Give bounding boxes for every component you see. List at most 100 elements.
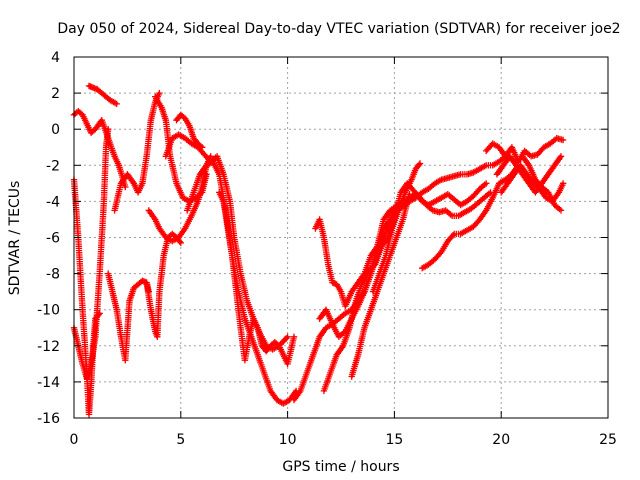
data-point — [245, 299, 249, 302]
data-point — [188, 124, 191, 127]
data-point — [504, 178, 507, 181]
data-point — [194, 196, 197, 199]
data-point — [96, 88, 99, 91]
data-point — [324, 308, 328, 311]
data-point — [149, 118, 153, 122]
series-track-i — [162, 131, 291, 353]
data-point — [549, 142, 552, 145]
data-point — [87, 84, 91, 88]
data-point — [382, 218, 385, 221]
data-point — [119, 335, 123, 338]
x-tick-label: 0 — [70, 432, 79, 448]
data-point — [431, 209, 435, 212]
data-point — [331, 322, 334, 326]
data-point — [175, 182, 178, 185]
data-point — [222, 200, 225, 203]
data-point — [497, 146, 501, 149]
data-point — [457, 214, 460, 218]
data-point — [113, 209, 116, 212]
data-point — [369, 254, 373, 257]
data-point — [275, 398, 279, 402]
data-point — [425, 203, 428, 207]
data-point — [553, 164, 556, 167]
data-point — [145, 281, 148, 284]
data-point — [126, 173, 129, 176]
data-point — [124, 359, 127, 362]
data-point — [453, 198, 456, 201]
x-tick-label: 25 — [599, 432, 617, 448]
data-point — [465, 173, 469, 176]
data-point — [153, 330, 157, 333]
data-point — [485, 182, 488, 185]
data-point — [171, 239, 174, 243]
data-point — [399, 191, 403, 194]
data-point — [514, 164, 518, 167]
data-point — [446, 239, 449, 243]
data-point — [418, 162, 422, 165]
y-tick-label: 4 — [51, 50, 60, 66]
data-point — [408, 192, 411, 196]
data-point — [85, 377, 89, 380]
data-point — [247, 335, 251, 338]
data-point — [373, 263, 377, 266]
data-point — [205, 164, 208, 167]
data-point — [158, 91, 161, 95]
data-point — [190, 214, 193, 218]
series-track-s — [369, 160, 424, 295]
y-tick-label: -8 — [46, 267, 60, 283]
data-point — [94, 128, 97, 131]
data-point — [282, 402, 285, 405]
data-point — [378, 272, 381, 275]
data-point — [326, 263, 330, 266]
data-point — [470, 207, 473, 210]
data-point — [529, 155, 533, 158]
data-point — [141, 279, 144, 283]
data-point — [440, 250, 443, 254]
data-point — [218, 191, 221, 194]
data-point — [527, 182, 531, 185]
x-axis-label: GPS time / hours — [282, 459, 399, 475]
data-point — [179, 113, 182, 116]
data-point — [521, 173, 524, 176]
data-point — [136, 191, 140, 194]
data-point — [233, 236, 236, 239]
data-point — [115, 308, 118, 311]
data-point — [153, 218, 157, 221]
data-point — [329, 371, 332, 375]
data-point — [397, 209, 400, 212]
data-point — [314, 227, 317, 230]
data-point — [491, 164, 494, 167]
data-point — [324, 326, 328, 329]
data-point — [271, 348, 274, 351]
data-point — [179, 241, 182, 245]
data-point — [209, 155, 212, 158]
series-track-r — [348, 191, 413, 380]
data-point — [523, 149, 526, 153]
data-point — [153, 95, 157, 98]
data-point — [200, 146, 204, 149]
data-point — [453, 174, 456, 178]
data-point — [519, 164, 522, 167]
data-point — [344, 304, 347, 308]
data-point — [228, 200, 232, 203]
data-point — [318, 335, 321, 338]
data-point — [158, 290, 161, 293]
data-point — [312, 353, 315, 357]
data-point — [115, 102, 118, 106]
data-point — [252, 317, 255, 320]
data-point — [382, 272, 385, 275]
data-point — [337, 335, 341, 338]
data-point — [534, 178, 537, 181]
x-tick-label: 20 — [492, 432, 510, 448]
data-point — [171, 232, 174, 236]
y-tick-label: 2 — [51, 86, 60, 102]
data-point — [156, 335, 159, 338]
data-point — [527, 164, 531, 167]
data-point — [128, 299, 131, 302]
data-point — [149, 308, 153, 311]
data-point — [410, 178, 413, 181]
data-point — [164, 155, 168, 158]
data-point — [106, 137, 110, 140]
data-point — [288, 398, 291, 402]
